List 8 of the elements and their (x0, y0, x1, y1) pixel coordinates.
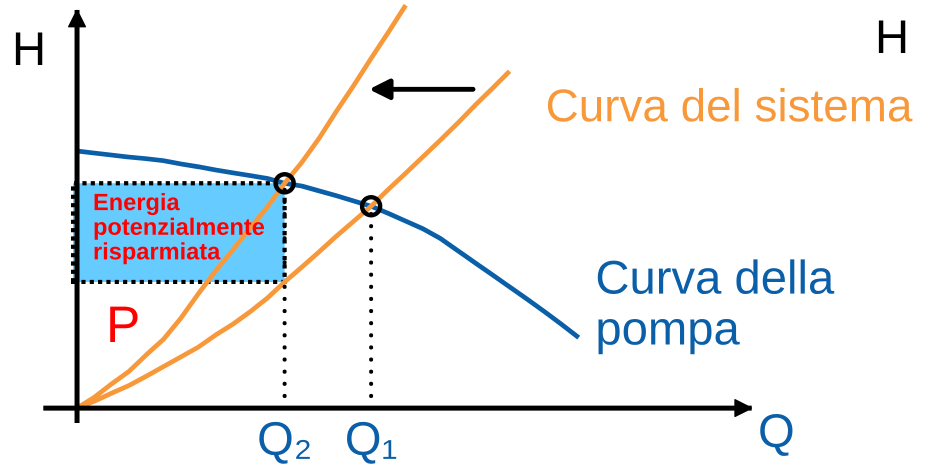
series-label: Curva della pompa (598, 259, 834, 354)
series-label: Curva del sistema (548, 88, 912, 122)
y-axis-title: H (16, 32, 42, 65)
x-tick-label: Q₁ (347, 422, 396, 464)
annotation: P (110, 306, 138, 342)
x-axis-title: Q (760, 414, 792, 456)
text: H (878, 20, 906, 53)
x-tick-label: Q₂ (259, 422, 310, 464)
